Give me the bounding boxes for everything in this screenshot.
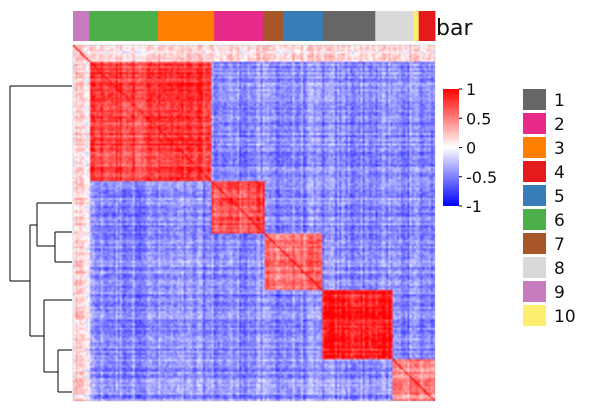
legend-label-1: 1 <box>554 91 565 111</box>
legend-label-5: 5 <box>554 187 565 207</box>
legend-swatch-3 <box>523 137 546 158</box>
annotation-segment-9 <box>73 11 90 41</box>
annotation-segment-6 <box>89 11 159 41</box>
legend-swatch-9 <box>523 281 546 302</box>
color-scale-tick-label: -0.5 <box>466 168 497 187</box>
annotation-segment-3 <box>158 11 215 41</box>
annotation-segment-2 <box>214 11 264 41</box>
legend-swatch-4 <box>523 161 546 182</box>
annotation-bar-label: bar <box>436 16 473 41</box>
color-scale-bar <box>443 89 459 206</box>
row-dendrogram <box>9 85 72 393</box>
annotation-segment-10 <box>413 11 420 41</box>
heatmap-border <box>72 44 436 402</box>
legend-label-7: 7 <box>554 235 565 255</box>
legend-swatch-7 <box>523 233 546 254</box>
heatmap-matrix <box>73 45 435 401</box>
annotation-segment-5 <box>282 11 324 41</box>
legend-label-4: 4 <box>554 163 565 183</box>
legend-label-8: 8 <box>554 259 565 279</box>
color-scale-tick-label: 0.5 <box>466 109 491 128</box>
group-legend: 1 2 3 4 5 6 7 8 9 10 <box>523 89 576 327</box>
annotation-segment-8 <box>375 11 414 41</box>
legend-label-10: 10 <box>554 307 576 327</box>
color-scale-tick-label: -1 <box>466 197 482 216</box>
legend-label-9: 9 <box>554 283 565 303</box>
annotation-segment-7 <box>263 11 284 41</box>
color-scale-tick-label: 1 <box>466 80 476 99</box>
legend-swatch-8 <box>523 257 546 278</box>
annotation-bar <box>73 11 436 41</box>
legend-label-2: 2 <box>554 115 565 135</box>
legend-swatch-5 <box>523 185 546 206</box>
legend-swatch-2 <box>523 113 546 134</box>
annotation-segment-4 <box>418 11 436 41</box>
legend-label-3: 3 <box>554 139 565 159</box>
annotation-segment-1 <box>322 11 376 41</box>
color-scale-ticks: 1 0.5 0 -0.5 -1 <box>459 80 497 216</box>
legend-swatch-10 <box>523 305 546 326</box>
legend-swatch-1 <box>523 89 546 110</box>
legend-swatch-6 <box>523 209 546 230</box>
legend-label-6: 6 <box>554 211 565 231</box>
color-scale-tick-label: 0 <box>466 139 476 158</box>
